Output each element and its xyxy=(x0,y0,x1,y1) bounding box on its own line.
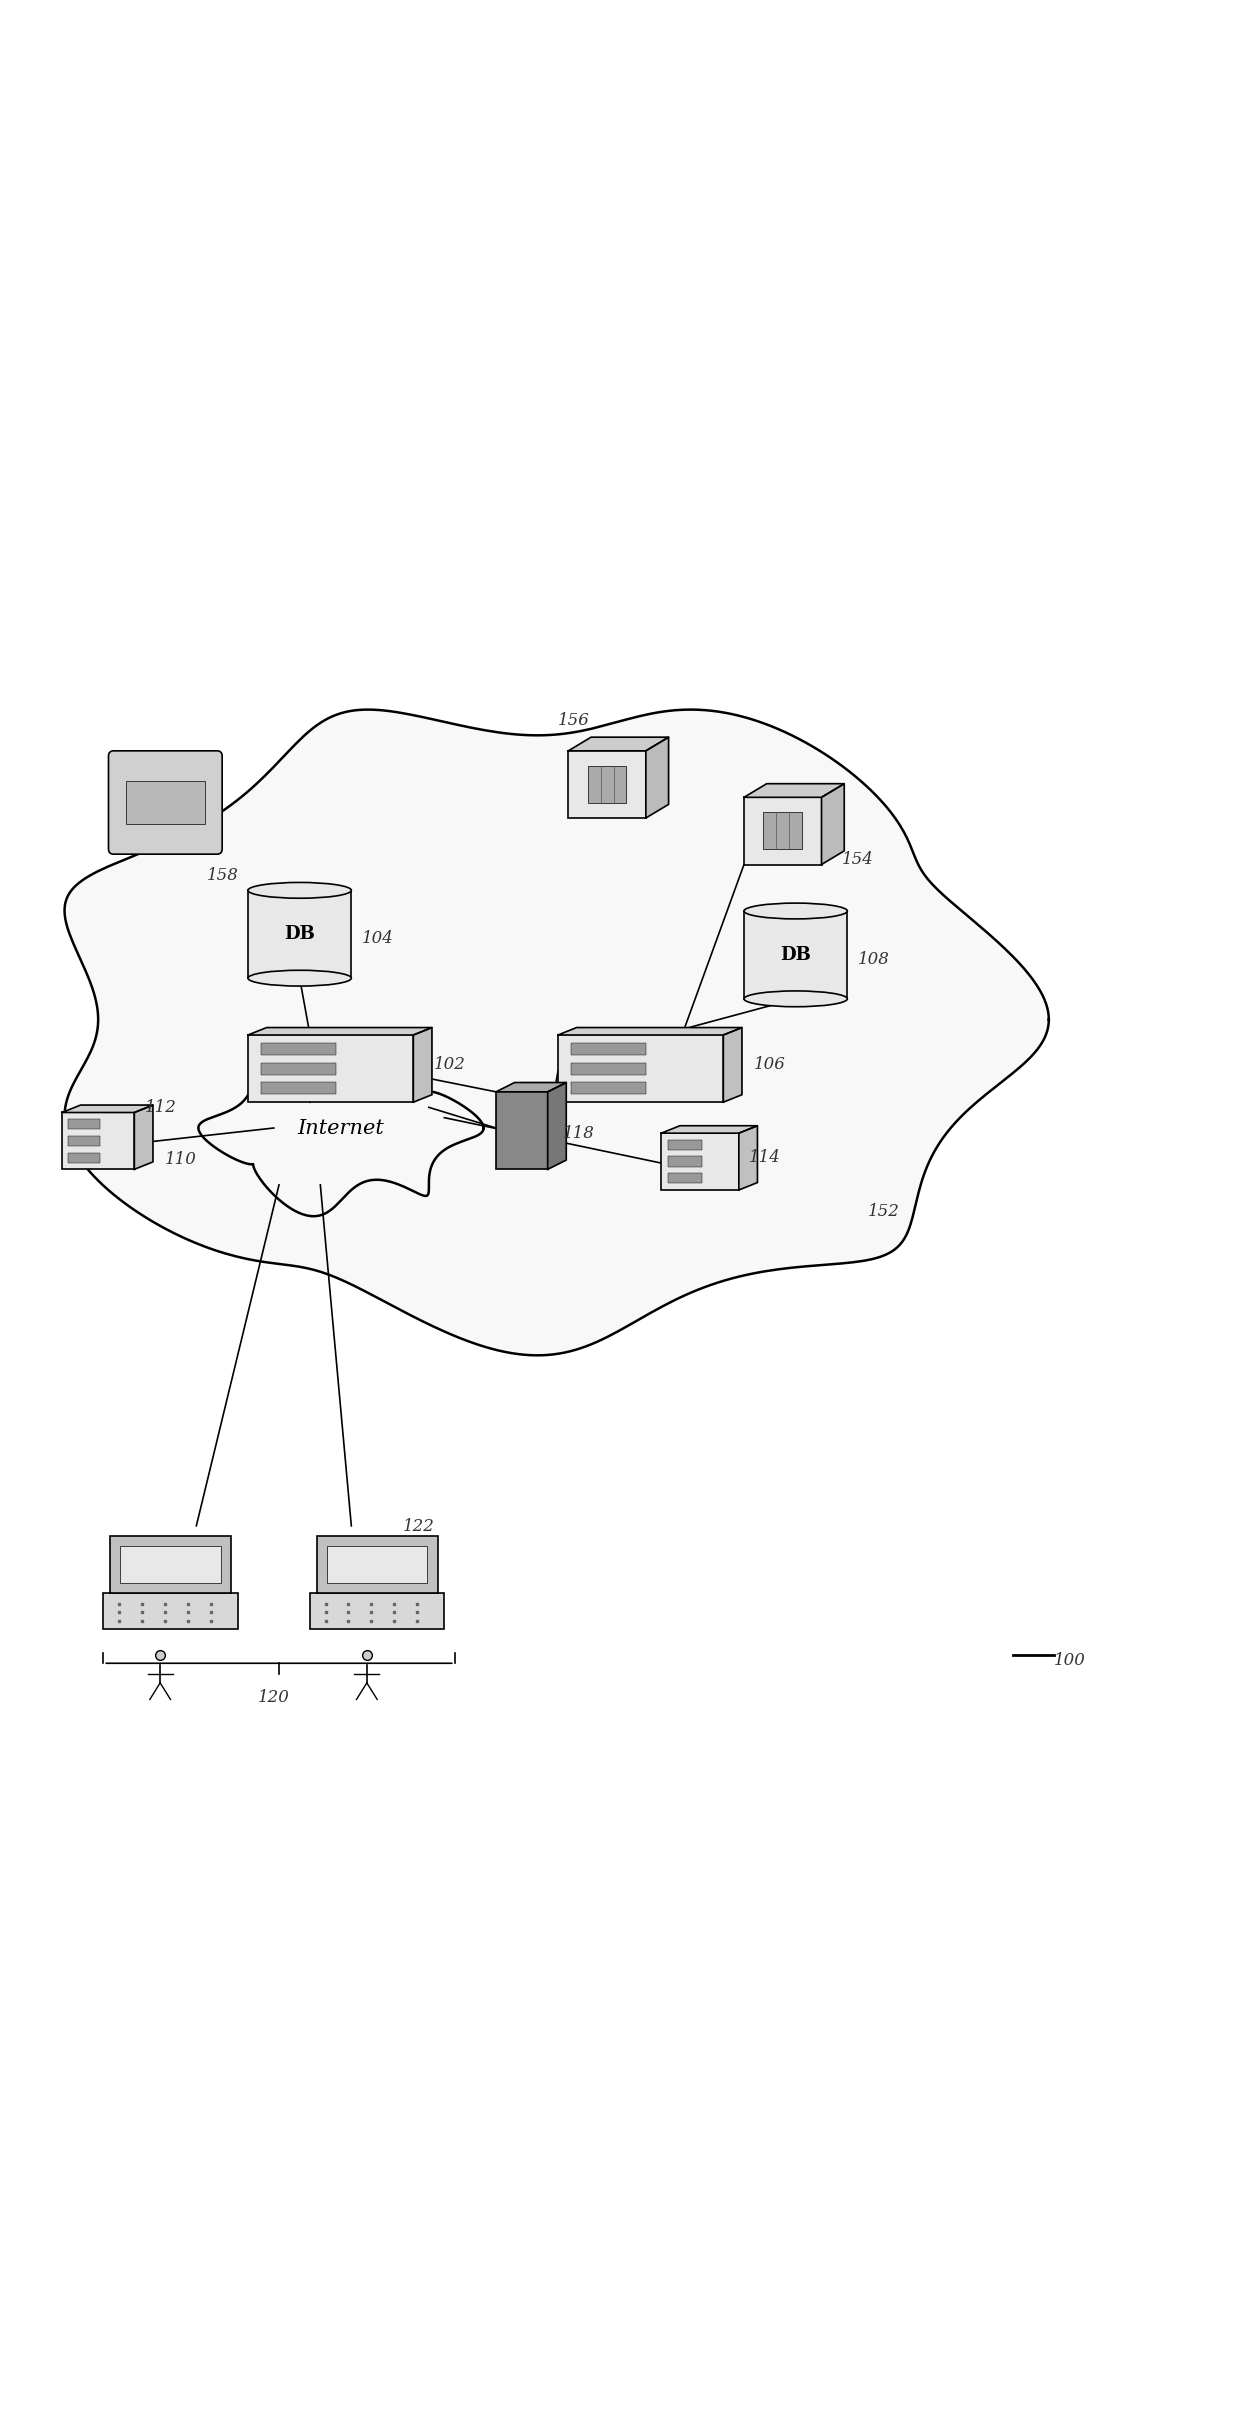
Bar xyxy=(310,1594,444,1630)
Text: 112: 112 xyxy=(145,1099,176,1116)
Bar xyxy=(248,1034,413,1102)
Text: 122: 122 xyxy=(403,1519,435,1536)
Bar xyxy=(248,890,351,979)
Polygon shape xyxy=(548,1083,567,1169)
Text: DB: DB xyxy=(780,945,811,964)
Polygon shape xyxy=(248,1027,432,1034)
Bar xyxy=(62,1111,134,1169)
Bar xyxy=(120,1545,221,1582)
Text: 152: 152 xyxy=(868,1203,900,1220)
Bar xyxy=(558,1034,723,1102)
Text: 102: 102 xyxy=(434,1056,466,1073)
Bar xyxy=(572,1083,646,1095)
Text: 120: 120 xyxy=(258,1688,290,1705)
Ellipse shape xyxy=(248,882,351,899)
Bar xyxy=(110,1536,231,1594)
Text: 106: 106 xyxy=(754,1056,786,1073)
Polygon shape xyxy=(646,738,668,817)
Ellipse shape xyxy=(248,969,351,986)
Bar xyxy=(568,750,646,817)
Bar xyxy=(667,1140,702,1150)
Polygon shape xyxy=(496,1083,567,1092)
Bar xyxy=(262,1083,336,1095)
FancyBboxPatch shape xyxy=(109,750,222,853)
Text: 108: 108 xyxy=(858,950,889,967)
Text: 110: 110 xyxy=(165,1150,197,1169)
Bar xyxy=(126,781,205,825)
Text: 118: 118 xyxy=(563,1126,595,1143)
Text: 100: 100 xyxy=(1054,1652,1086,1668)
Polygon shape xyxy=(661,1126,758,1133)
Bar xyxy=(262,1042,336,1056)
Text: 104: 104 xyxy=(362,931,393,948)
Bar xyxy=(572,1042,646,1056)
Polygon shape xyxy=(568,738,668,750)
Bar xyxy=(667,1157,702,1167)
Bar xyxy=(103,1594,238,1630)
Bar xyxy=(572,1063,646,1075)
Bar xyxy=(68,1152,100,1162)
Polygon shape xyxy=(558,1027,742,1034)
Bar xyxy=(316,1536,438,1594)
Bar xyxy=(667,1174,702,1184)
Polygon shape xyxy=(62,1104,153,1111)
Bar xyxy=(764,813,802,849)
Polygon shape xyxy=(821,784,844,866)
Bar xyxy=(327,1545,428,1582)
Text: 114: 114 xyxy=(749,1148,781,1165)
Polygon shape xyxy=(739,1126,758,1191)
Bar xyxy=(744,798,822,866)
Polygon shape xyxy=(198,1039,484,1215)
Polygon shape xyxy=(744,784,844,798)
Text: 158: 158 xyxy=(207,868,238,885)
Bar xyxy=(262,1063,336,1075)
Polygon shape xyxy=(134,1104,153,1169)
Bar xyxy=(68,1136,100,1145)
Ellipse shape xyxy=(744,991,847,1008)
Bar xyxy=(744,911,847,998)
Bar xyxy=(68,1119,100,1128)
Bar xyxy=(588,767,626,803)
Bar xyxy=(496,1092,548,1169)
Text: 154: 154 xyxy=(842,851,874,868)
Polygon shape xyxy=(723,1027,742,1102)
Text: 156: 156 xyxy=(558,711,590,728)
Text: DB: DB xyxy=(284,926,315,943)
Ellipse shape xyxy=(744,904,847,919)
Text: Internet: Internet xyxy=(298,1119,384,1138)
Bar xyxy=(661,1133,739,1191)
Polygon shape xyxy=(413,1027,432,1102)
Polygon shape xyxy=(64,709,1049,1355)
